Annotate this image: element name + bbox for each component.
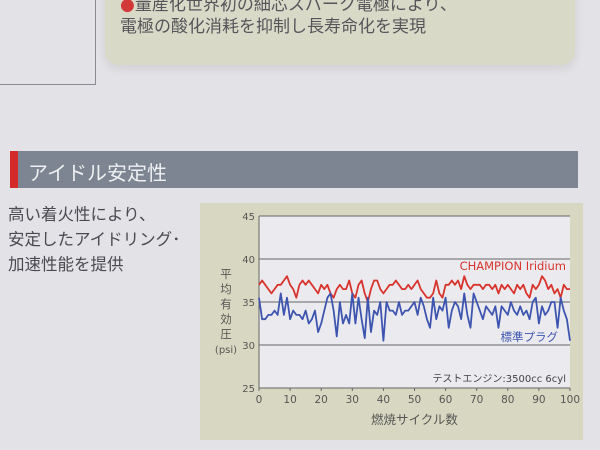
legend-label: 標準プラグ xyxy=(501,330,559,344)
x-tick-label: 60 xyxy=(439,394,452,406)
y-tick-label: 45 xyxy=(242,212,255,223)
x-tick-label: 30 xyxy=(346,394,359,406)
y-tick-label: 30 xyxy=(242,341,255,352)
x-axis-label: 燃焼サイクル数 xyxy=(371,412,458,427)
legend-label: CHAMPION Iridium xyxy=(460,259,566,273)
frame-divider xyxy=(95,0,96,85)
x-tick-label: 0 xyxy=(256,394,263,406)
y-axis-label: (psi) xyxy=(215,345,237,356)
accent-stripe xyxy=(10,151,18,188)
frame-divider xyxy=(0,84,96,85)
x-tick-label: 70 xyxy=(470,394,483,406)
y-tick-label: 40 xyxy=(242,255,255,266)
series-line-standard-plug xyxy=(258,292,571,342)
y-axis-label: 効 xyxy=(220,312,232,326)
feature-box xyxy=(105,0,575,65)
y-axis-label: 圧 xyxy=(220,327,232,341)
x-tick-label: 100 xyxy=(560,394,580,406)
bullet-icon: ● xyxy=(120,0,135,15)
feature-line-1: ●量産化世界初の細芯スパーク電極により、 xyxy=(120,0,457,15)
x-tick-label: 10 xyxy=(283,394,296,406)
y-axis-label: 平 xyxy=(220,267,232,281)
x-tick-label: 40 xyxy=(377,394,390,406)
chart-annotation: テストエンジン:3500cc 6cyl xyxy=(432,374,566,385)
section-description: 高い着火性により、 安定したアイドリング･ 加速性能を提供 xyxy=(8,205,181,274)
y-axis-label: 均 xyxy=(220,282,232,296)
x-tick-label: 90 xyxy=(532,394,545,406)
y-tick-label: 25 xyxy=(242,384,255,395)
x-tick-label: 50 xyxy=(408,394,421,406)
y-tick-label: 35 xyxy=(242,298,255,309)
y-axis-label: 有 xyxy=(220,297,232,311)
section-header: アイドル安定性 xyxy=(10,151,578,188)
section-title: アイドル安定性 xyxy=(28,161,167,185)
x-tick-label: 20 xyxy=(315,394,328,406)
feature-line-2: 電極の酸化消耗を抑制し長寿命化を実現 xyxy=(120,17,426,37)
x-tick-label: 80 xyxy=(501,394,514,406)
series-line-champion-iridium xyxy=(258,275,570,303)
